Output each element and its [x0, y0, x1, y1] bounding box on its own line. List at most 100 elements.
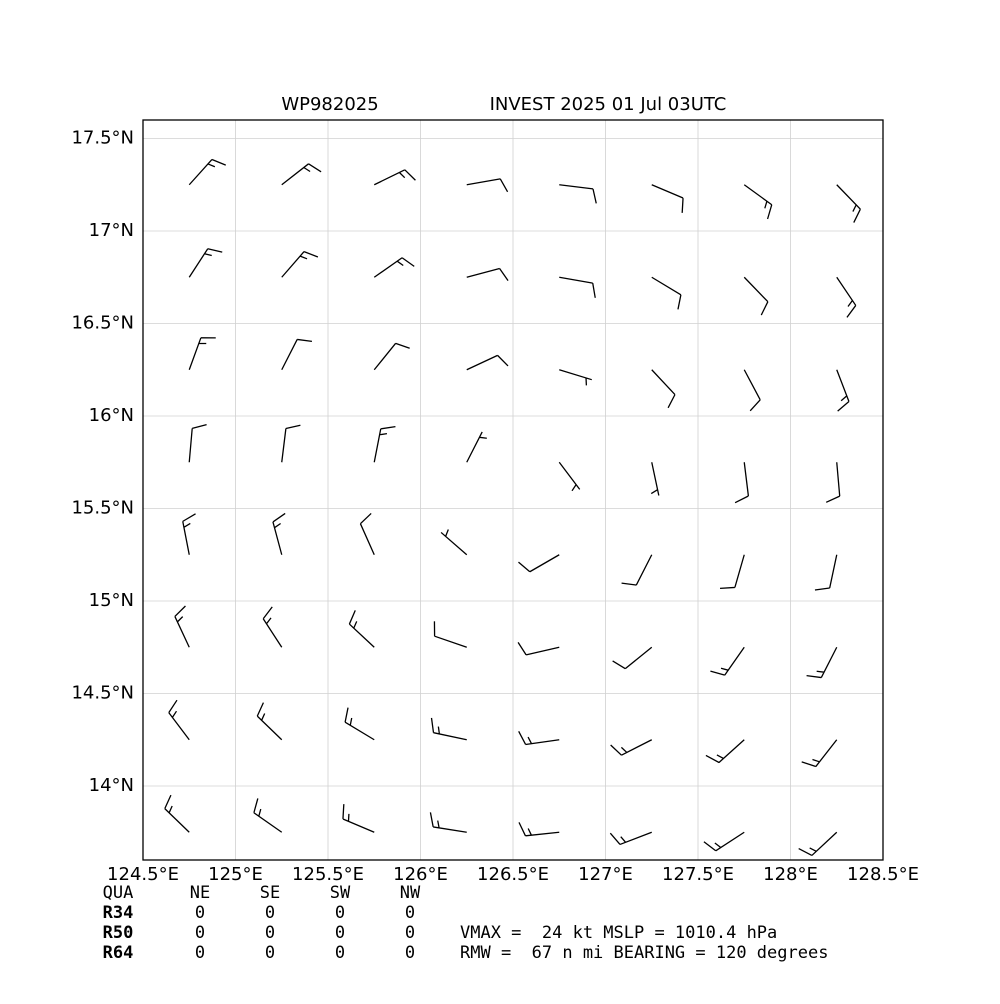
- wind-barb: [651, 369, 676, 409]
- wind-barb: [518, 554, 560, 573]
- wind-barb: [262, 606, 283, 648]
- info-line: RMW = 67 n mi BEARING = 120 degrees: [460, 943, 828, 963]
- y-tick-label: 14.5°N: [71, 683, 134, 704]
- wind-barb: [281, 250, 319, 278]
- wind-barb: [720, 554, 745, 590]
- table-header: NE: [190, 883, 210, 903]
- table-cell: 0: [265, 943, 275, 963]
- wind-barb: [373, 169, 416, 186]
- barb-field: [164, 158, 861, 857]
- wind-barb: [825, 462, 841, 503]
- wind-barb: [188, 248, 223, 278]
- x-tick-label: 128.5°E: [847, 864, 919, 885]
- y-tick-label: 17.5°N: [71, 128, 134, 149]
- wind-barb: [743, 369, 761, 412]
- wind-barb: [256, 702, 283, 741]
- x-tick-label: 124.5°E: [107, 864, 179, 885]
- table-header: SE: [260, 883, 280, 903]
- wind-barb: [703, 831, 745, 852]
- y-tick-label: 15.5°N: [71, 498, 134, 519]
- wind-barb: [433, 621, 467, 648]
- table-cell: 0: [195, 923, 205, 943]
- wind-barb: [651, 276, 682, 310]
- wind-barb: [517, 642, 560, 656]
- table-cell: 0: [335, 923, 345, 943]
- wind-barb: [373, 257, 415, 278]
- wind-barb: [814, 554, 838, 591]
- wind-barb: [188, 158, 226, 186]
- x-tick-label: 126.5°E: [477, 864, 549, 885]
- wind-barb: [342, 804, 375, 833]
- wind-barb: [612, 646, 653, 670]
- wind-barb: [348, 610, 375, 648]
- wind-barb: [558, 461, 581, 492]
- wind-barb: [650, 462, 660, 496]
- wind-barb: [466, 354, 509, 371]
- wind-barb: [174, 605, 190, 648]
- x-tick-label: 127°E: [578, 864, 633, 885]
- axes: 124.5°E 125°E 125.5°E 126°E 126.5°E 127°E 127.…: [71, 128, 919, 886]
- x-tick-label: 128°E: [763, 864, 818, 885]
- wind-barb: [518, 731, 560, 746]
- wind-barb: [836, 184, 861, 223]
- wind-barb: [559, 184, 597, 204]
- wind-barb: [743, 276, 769, 316]
- y-tick-label: 14°N: [89, 775, 134, 796]
- x-tick-label: 125.5°E: [292, 864, 364, 885]
- wind-barb: [621, 554, 653, 586]
- wind-barb: [164, 794, 190, 833]
- chart-title-right: INVEST 2025 01 Jul 03UTC: [490, 94, 727, 115]
- wind-barb: [168, 699, 190, 741]
- wind-barb: [518, 822, 560, 837]
- wind-barb: [272, 512, 286, 555]
- table-cell: 0: [195, 903, 205, 923]
- wind-barb: [373, 342, 410, 371]
- table-header: SW: [330, 883, 351, 903]
- wind-barb: [359, 512, 375, 556]
- table-cell: 0: [265, 923, 275, 943]
- wind-barb: [344, 707, 375, 741]
- wind-barb: [710, 646, 745, 676]
- table-cell: 0: [405, 943, 415, 963]
- x-tick-label: 127.5°E: [662, 864, 734, 885]
- plot-frame: [142, 119, 884, 861]
- wind-barb: [466, 178, 509, 193]
- wind-barb: [743, 184, 773, 220]
- table-cell: 0: [405, 923, 415, 943]
- wind-barb: [836, 369, 850, 412]
- table-header: QUA: [103, 883, 134, 903]
- x-tick-label: 126°E: [393, 864, 448, 885]
- wind-barb: [559, 276, 596, 298]
- wind-barb: [440, 529, 468, 556]
- table-header: NW: [400, 883, 421, 903]
- table-cell: 0: [195, 943, 205, 963]
- wind-barb: [705, 739, 745, 764]
- wind-barb: [281, 424, 301, 463]
- wind-barb: [182, 513, 196, 555]
- wind-barb: [559, 369, 592, 386]
- wind-barb: [466, 431, 487, 463]
- table-cell: 0: [405, 903, 415, 923]
- wind-barb: [281, 163, 322, 186]
- x-tick-label: 125°E: [208, 864, 263, 885]
- info-line: VMAX = 24 kt MSLP = 1010.4 hPa: [460, 923, 777, 943]
- y-tick-label: 17°N: [89, 220, 134, 241]
- wind-barb: [651, 184, 684, 213]
- wind-barb: [836, 276, 857, 318]
- y-tick-label: 16°N: [89, 405, 134, 426]
- wind-barb: [734, 462, 750, 504]
- wind-barb: [806, 646, 838, 679]
- wind-barb: [798, 831, 838, 857]
- wind-barb: [253, 798, 283, 833]
- wind-barb: [373, 425, 396, 463]
- table-cell: 0: [265, 903, 275, 923]
- grid: [142, 120, 884, 860]
- row-label: R50: [103, 923, 134, 943]
- table-cell: 0: [335, 903, 345, 923]
- row-label: R64: [103, 943, 134, 963]
- wind-barb: [281, 338, 313, 371]
- y-tick-label: 16.5°N: [71, 313, 134, 334]
- wind-barb: [429, 812, 467, 833]
